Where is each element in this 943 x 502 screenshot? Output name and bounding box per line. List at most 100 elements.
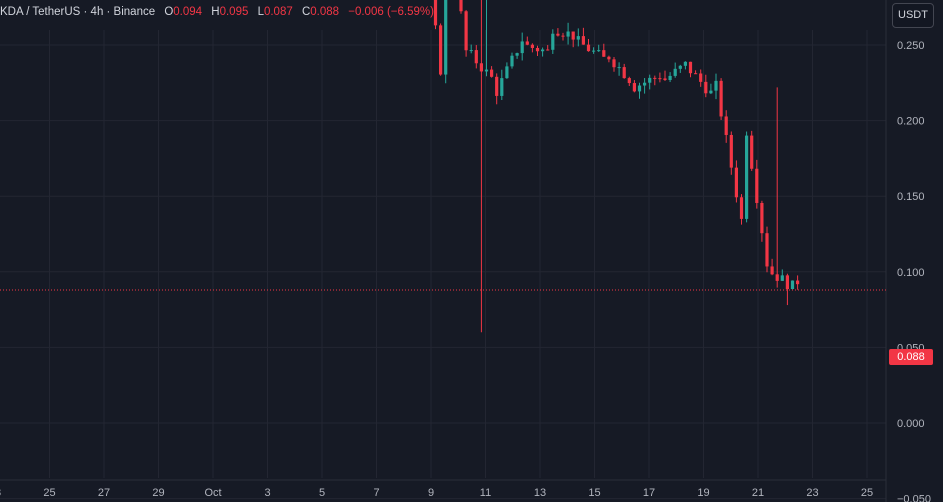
y-tick-label: 0.100 (897, 267, 925, 279)
high-label: H (211, 6, 220, 18)
candle-body (444, 0, 448, 75)
candle-body (785, 275, 789, 290)
candle-body (678, 65, 682, 69)
x-tick-label: 25 (43, 487, 55, 499)
candle-body (775, 274, 779, 281)
candle-body (571, 31, 575, 40)
candle-body (780, 275, 784, 281)
candle-body (561, 35, 565, 37)
open-label: O (164, 6, 174, 18)
open-value: 0.094 (173, 6, 203, 18)
candle-body (464, 11, 468, 51)
candle-body (724, 116, 728, 135)
candle-body (632, 83, 636, 92)
last-price-tag: 0.088 (889, 349, 933, 365)
candle-body (745, 135, 749, 219)
candle-body (505, 66, 509, 79)
x-tick-label: 29 (152, 487, 164, 499)
candle-body (790, 280, 795, 290)
candle-body (658, 78, 662, 80)
candle-body (622, 67, 626, 79)
candle-body (612, 59, 616, 68)
high-value: 0.095 (219, 6, 249, 18)
x-tick-label: 7 (373, 487, 379, 499)
candle-body (755, 168, 759, 203)
candle-body (520, 41, 524, 54)
candle-body (683, 61, 687, 66)
x-tick-label: 17 (643, 487, 655, 499)
candle-body (770, 266, 774, 275)
candle-body (607, 56, 611, 60)
candle-body (688, 61, 693, 74)
candle-body (581, 36, 585, 45)
candle-body (515, 53, 519, 56)
close-value: 0.088 (310, 6, 340, 18)
low-value: 0.087 (263, 6, 293, 18)
candle-body (694, 73, 698, 75)
candle-body (469, 50, 473, 52)
x-tick-label: Oct (204, 487, 221, 499)
y-tick-label: 0.250 (897, 40, 925, 52)
candle-body (586, 44, 591, 52)
candle-body (576, 36, 580, 40)
candle-body (556, 33, 560, 36)
candle-body (714, 80, 718, 91)
y-tick-label: 0.150 (897, 191, 925, 203)
candle-body (699, 73, 703, 82)
candle-body (495, 76, 499, 96)
candle-body (433, 0, 438, 26)
low-label: L (257, 6, 264, 18)
candle-body (734, 167, 738, 198)
x-tick-label: 5 (319, 487, 325, 499)
candle-body (439, 25, 443, 75)
y-tick-label: −0.050 (897, 494, 931, 502)
candle-body (739, 197, 744, 219)
symbol-label: KDA / TetherUS · 4h · Binance (0, 6, 156, 18)
candle-body (673, 68, 677, 76)
x-tick-label: 25 (861, 487, 873, 499)
candle-body (750, 135, 754, 169)
candle-body (535, 47, 540, 52)
y-tick-label: 0.000 (897, 418, 925, 430)
x-tick-label: 11 (480, 487, 491, 499)
candle-body (765, 233, 769, 267)
x-tick-label: 27 (98, 487, 110, 499)
candle-body (541, 49, 545, 52)
x-tick-label: 23 (806, 487, 818, 499)
candle-body (459, 0, 463, 12)
candle-body (729, 134, 733, 168)
candle-body (719, 80, 723, 117)
change-value: −0.006 (−6.59%) (348, 6, 434, 18)
x-tick-label: 9 (428, 487, 434, 499)
candle-body (525, 41, 529, 45)
candle-body (484, 69, 489, 72)
y-tick-label: 0.200 (897, 116, 925, 128)
candle-body (474, 50, 478, 64)
candle-body (653, 77, 657, 79)
candle-body (597, 50, 601, 52)
candle-body (566, 31, 570, 37)
chart-legend: KDA / TetherUS · 4h · Binance O0.094 H0.… (0, 6, 434, 18)
candle-body (530, 44, 534, 48)
close-label: C (301, 6, 311, 18)
x-tick-label: 19 (697, 487, 709, 499)
candle-body (551, 33, 555, 50)
x-tick-label: 15 (588, 487, 600, 499)
candle-body (617, 67, 621, 69)
x-tick-label: 3 (264, 487, 270, 499)
currency-button[interactable]: USDT (892, 3, 934, 28)
candle-body (796, 280, 800, 285)
candle-body (643, 82, 647, 86)
candle-body (546, 49, 550, 51)
candle-body (704, 81, 708, 94)
candle-body (648, 77, 652, 83)
candle-body (663, 78, 667, 81)
candle-body (592, 50, 596, 52)
x-tick-label: 13 (534, 487, 546, 499)
candle-body (602, 50, 606, 57)
candle-body (627, 78, 631, 84)
x-tick-label: 21 (752, 487, 764, 499)
candle-body (637, 85, 642, 92)
candle-body (709, 90, 713, 94)
